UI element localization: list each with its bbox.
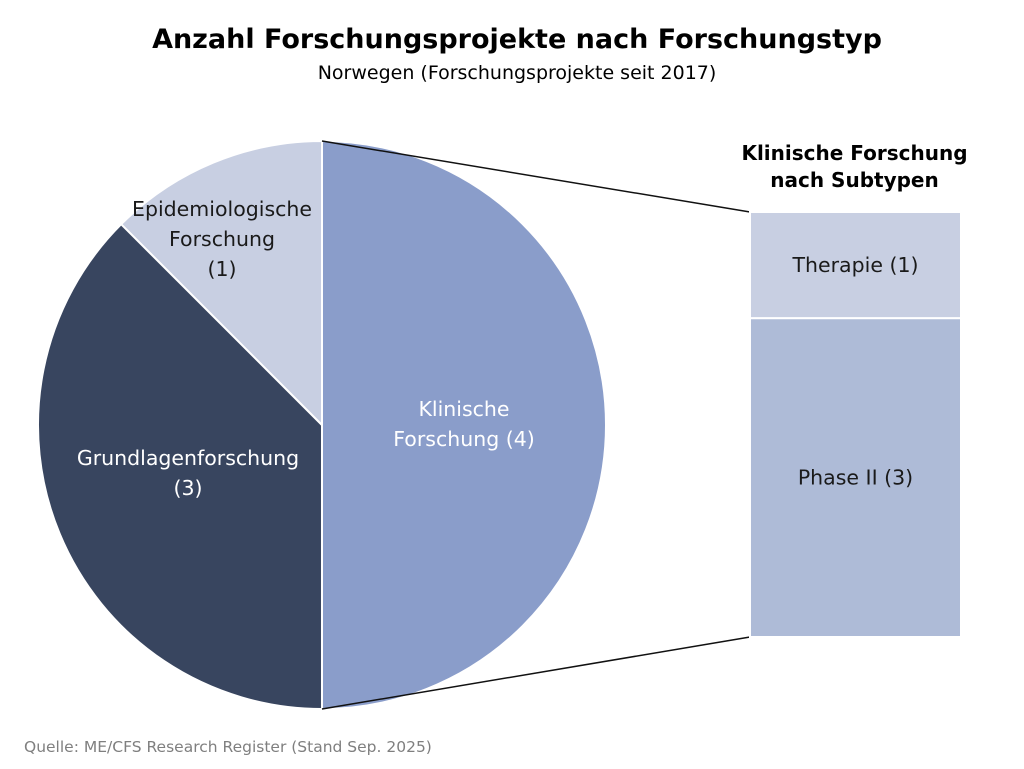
slice-label: Epidemiologische Forschung (1) bbox=[132, 197, 312, 281]
breakdown-label: Therapie (1) bbox=[792, 253, 919, 277]
breakdown-title: Klinische Forschung nach Subtypen bbox=[741, 141, 967, 192]
slice-label: Klinische Forschung (4) bbox=[393, 397, 535, 451]
breakdown-segment bbox=[749, 317, 962, 638]
connector-bottom bbox=[321, 636, 751, 710]
connector-lines bbox=[321, 140, 751, 710]
pie-labels: Klinische Forschung (4) Grundlagenforschun… bbox=[77, 197, 535, 500]
breakdown-title-text: Klinische Forschung nach Subtypen bbox=[741, 141, 967, 192]
breakdown-segment bbox=[749, 211, 962, 320]
breakdown-bar: Therapie (1) Phase II (3) bbox=[749, 211, 962, 638]
chart-title: Anzahl Forschungsprojekte nach Forschung… bbox=[152, 24, 882, 55]
breakdown-label: Phase II (3) bbox=[798, 466, 913, 490]
chart-subtitle: Norwegen (Forschungsprojekte seit 2017) bbox=[318, 62, 717, 84]
source-note: Quelle: ME/CFS Research Register (Stand … bbox=[24, 738, 432, 756]
slice-label: Grundlagenforschung (3) bbox=[77, 446, 299, 500]
connector-top bbox=[321, 140, 751, 213]
pie-slice bbox=[37, 222, 323, 711]
pie-slice bbox=[119, 139, 323, 428]
pie bbox=[37, 139, 607, 711]
pie-slice bbox=[321, 139, 607, 711]
